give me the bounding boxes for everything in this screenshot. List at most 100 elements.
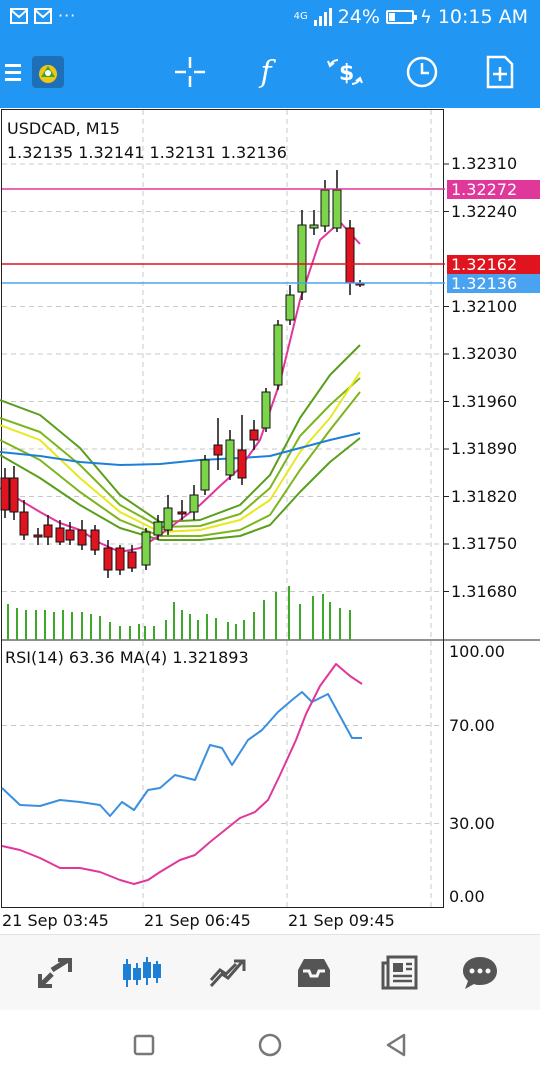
candle-body <box>127 551 137 569</box>
time-tick-label: 21 Sep 09:45 <box>288 911 395 930</box>
price-tick-label: 1.32240 <box>451 201 518 221</box>
candle-body <box>43 524 53 538</box>
price-tick-label: 1.32310 <box>451 154 518 173</box>
more-dots-icon: ··· <box>58 6 77 25</box>
charging-icon: ϟ <box>419 6 432 28</box>
candle-body <box>320 189 330 227</box>
news-icon[interactable] <box>370 935 430 1011</box>
band-lower-outer <box>0 437 361 541</box>
candle-body <box>0 477 10 511</box>
candle-body <box>189 494 199 513</box>
candle-body <box>225 439 235 476</box>
mail-icon <box>34 8 52 24</box>
band-upper <box>0 377 361 528</box>
band-middle <box>0 371 361 533</box>
candle-body <box>141 531 151 566</box>
menu-icon[interactable] <box>0 36 26 108</box>
price-tick-label: 1.32100 <box>451 296 518 316</box>
candle-body <box>77 529 87 546</box>
chart-frame <box>1 109 444 908</box>
mail-icon <box>10 8 28 24</box>
candle-body <box>163 507 173 531</box>
rsi-line <box>1 691 362 817</box>
candle-body <box>115 547 125 571</box>
candle-body <box>249 429 259 441</box>
candle-body <box>332 189 342 229</box>
candle-body <box>273 324 283 386</box>
signal-icon <box>313 8 332 26</box>
candles <box>0 170 365 578</box>
ask-price-label: 1.32272 <box>451 180 518 199</box>
candle-body <box>285 294 295 321</box>
clock-icon[interactable] <box>400 36 444 108</box>
candle-body <box>237 449 247 479</box>
price-axis <box>443 163 540 592</box>
network-type: 4G <box>293 11 308 22</box>
band-upper-outer <box>0 344 361 523</box>
rsi-lines <box>1 663 363 885</box>
price-tick-label: 1.31680 <box>451 581 518 601</box>
battery-percent: 24% <box>337 6 380 28</box>
quotes-icon[interactable] <box>25 935 85 1011</box>
charts-icon[interactable] <box>112 935 172 1011</box>
price-chart[interactable] <box>0 108 540 934</box>
status-left: ··· <box>10 8 76 24</box>
ask-price-box <box>447 180 540 199</box>
price-tick-label: 1.31960 <box>451 391 518 411</box>
candle-body <box>65 529 75 541</box>
moving-average-slow <box>0 432 361 466</box>
recents-icon[interactable] <box>114 1010 174 1080</box>
messages-icon[interactable] <box>450 935 510 1011</box>
candle-body <box>200 459 210 491</box>
history-icon[interactable] <box>284 935 344 1011</box>
candle-body <box>213 444 223 456</box>
band-lower <box>0 391 361 537</box>
status-right: 4G 24% ϟ 10:15 AM <box>294 6 528 28</box>
price-tick-label: 1.31890 <box>451 439 518 458</box>
rsi-ma-line <box>1 663 363 885</box>
chart-toolbar: f $ <box>0 36 540 108</box>
ohlc-values: 1.32135 1.32141 1.32131 1.32136 <box>7 143 287 162</box>
function-icon[interactable]: f <box>260 54 272 90</box>
trade-dollar-icon[interactable]: $ <box>320 36 370 108</box>
candle-body <box>297 224 307 293</box>
rsi-indicator-label: RSI(14) 63.36 MA(4) 1.321893 <box>5 648 249 667</box>
candle-body <box>261 391 271 429</box>
price-tick-label: 1.31750 <box>451 534 518 553</box>
candle-body <box>153 521 163 536</box>
candle-body <box>345 227 355 284</box>
clock-time: 10:15 AM <box>437 6 528 28</box>
candle-body <box>9 477 19 513</box>
price-tick-label: 1.31820 <box>451 486 518 506</box>
volume-bars <box>7 586 351 640</box>
candle-body <box>90 529 100 551</box>
grid <box>2 110 443 907</box>
chart-area[interactable] <box>0 108 540 934</box>
back-icon[interactable] <box>366 1010 426 1080</box>
candle-body <box>55 527 65 543</box>
home-icon[interactable] <box>240 1010 300 1080</box>
time-tick-label: 21 Sep 06:45 <box>144 911 251 930</box>
candle-body <box>19 511 29 536</box>
bid-price-label: 1.32162 <box>451 255 518 274</box>
status-bar: ··· 4G 24% ϟ 10:15 AM <box>0 0 540 36</box>
candle-body <box>309 224 319 229</box>
trade-icon[interactable] <box>198 935 258 1011</box>
last-price-label: 1.32136 <box>451 274 518 293</box>
rsi-tick-label: 30.00 <box>449 813 495 833</box>
time-tick-label: 21 Sep 03:45 <box>2 911 109 930</box>
battery-icon <box>385 10 417 24</box>
app-logo-icon[interactable] <box>26 36 70 108</box>
candle-body <box>103 547 113 571</box>
candle-body <box>33 534 43 538</box>
rsi-tick-label: 100.00 <box>449 642 505 661</box>
bid-price-box <box>447 255 540 274</box>
svg-text:$: $ <box>339 61 354 86</box>
price-tick-label: 1.32030 <box>451 344 518 363</box>
rsi-tick-label: 0.00 <box>449 887 485 906</box>
crosshair-icon[interactable] <box>168 36 212 108</box>
price-lines <box>2 188 445 284</box>
candle-body <box>177 511 187 515</box>
bottom-nav <box>0 934 540 1010</box>
new-order-icon[interactable] <box>478 36 522 108</box>
